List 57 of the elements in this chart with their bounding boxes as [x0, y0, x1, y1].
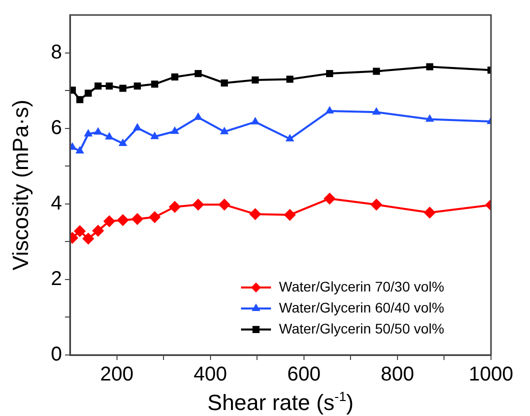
point — [94, 127, 102, 135]
point — [220, 126, 229, 134]
point — [74, 225, 86, 238]
point — [150, 132, 159, 140]
point — [324, 192, 336, 205]
point — [92, 224, 104, 237]
y-tick-label: 4 — [50, 192, 62, 214]
point — [286, 134, 294, 142]
point — [252, 76, 259, 84]
x-tick-label: 600 — [287, 364, 321, 386]
point — [84, 129, 93, 136]
y-axis-title: Viscosity (mPa·s) — [8, 100, 33, 270]
x-tick-label: 400 — [194, 364, 228, 386]
point — [118, 138, 128, 146]
point — [76, 96, 84, 104]
y-tick-label: 0 — [50, 344, 62, 366]
x-tick-label: 800 — [380, 364, 414, 386]
point — [372, 68, 380, 75]
point — [103, 215, 116, 228]
point — [194, 70, 202, 78]
x-tick-label: 200 — [100, 364, 134, 386]
point — [325, 106, 334, 114]
point — [168, 200, 181, 213]
point — [194, 112, 202, 120]
point — [286, 76, 294, 83]
point — [426, 63, 434, 70]
point — [372, 107, 381, 115]
point — [94, 82, 102, 90]
y-tick-label: 8 — [50, 41, 62, 64]
point — [75, 146, 84, 154]
point — [116, 214, 129, 226]
point — [370, 198, 382, 211]
point — [131, 213, 144, 225]
point — [170, 126, 180, 134]
x-tick-label: 1000 — [468, 364, 514, 386]
point — [326, 70, 334, 78]
y-tick-label: 6 — [50, 116, 62, 139]
point — [249, 208, 262, 220]
point — [151, 80, 158, 88]
y-tick-label: 2 — [50, 268, 62, 290]
point — [424, 206, 436, 219]
point — [220, 79, 228, 87]
point — [106, 82, 113, 90]
point — [82, 232, 94, 245]
point — [104, 132, 114, 140]
legend-label: Water/Glycerin 60/40 vol% — [279, 299, 444, 316]
point — [119, 84, 126, 92]
legend-label: Water/Glycerin 50/50 vol% — [279, 320, 444, 336]
point — [425, 114, 434, 122]
point — [218, 198, 230, 211]
point — [148, 211, 161, 224]
point — [171, 73, 178, 80]
point — [84, 90, 92, 97]
point — [192, 198, 204, 211]
point — [134, 82, 141, 90]
legend-label: Water/Glycerin 70/30 vol% — [279, 278, 444, 294]
point — [284, 208, 296, 221]
